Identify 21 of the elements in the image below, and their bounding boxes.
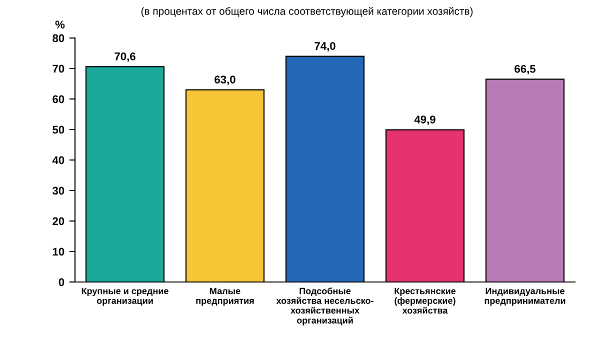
y-tick-label: 70 (52, 64, 64, 73)
data-label: 63,0 (214, 76, 236, 86)
data-label: 70,6 (114, 52, 136, 62)
y-tick-label: 30 (52, 186, 64, 195)
y-tick-label: 50 (52, 126, 64, 134)
data-label: 74,0 (314, 42, 336, 52)
x-tick-label: Индивидуальные предприниматели (484, 288, 566, 306)
y-tick-label: 0 (58, 278, 64, 286)
chart-title: (в процентах от общего числа соответствующей категории хозяйств) (141, 7, 473, 17)
x-tick-label: Малые предприятия (196, 288, 254, 306)
y-tick-label: 80 (52, 34, 64, 42)
x-tick-label: Крупные и средние организации (82, 288, 168, 306)
y-tick-label: 40 (52, 156, 64, 164)
y-tick-label: 20 (52, 217, 64, 226)
y-tick-label: 60 (52, 95, 64, 104)
data-label: 49,9 (414, 116, 436, 126)
x-tick-label: Подсобные хозяйства несельско- хозяйственных организаций (276, 287, 374, 326)
x-tick-label: Крестьянские (фермерские) хозяйства (394, 288, 456, 314)
y-axis-title: % (55, 20, 65, 28)
data-label: 66,5 (514, 64, 536, 74)
y-tick-label: 10 (52, 248, 64, 256)
